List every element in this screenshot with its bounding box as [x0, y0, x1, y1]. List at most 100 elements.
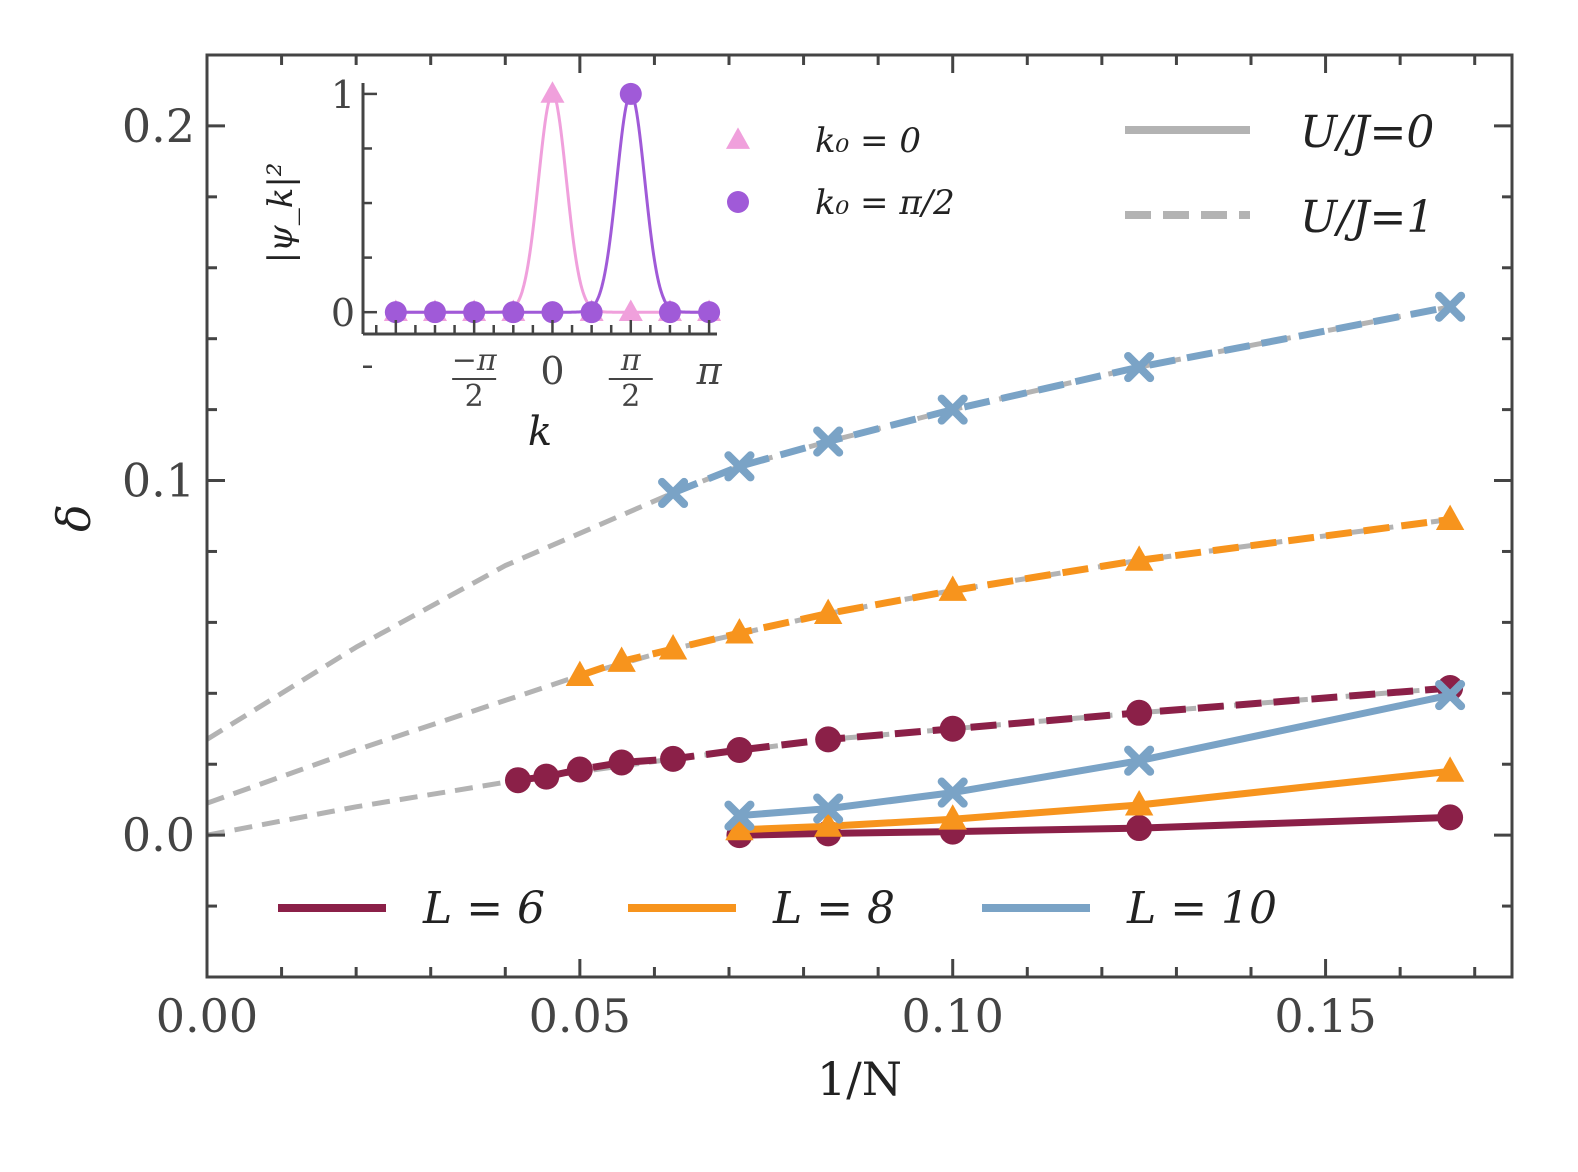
series-line — [578, 516, 1451, 679]
inset-point — [619, 82, 642, 105]
x-tick-label: 0.10 — [902, 989, 1004, 1043]
legend-entry-L: L = 10 — [982, 883, 1277, 934]
inset-point — [463, 301, 486, 324]
data-point — [658, 634, 688, 660]
series-L10-U0 — [724, 680, 1466, 831]
data-point — [1435, 291, 1466, 322]
data-point — [565, 660, 595, 687]
legend-entry-L: L = 8 — [628, 883, 895, 934]
main-axes: 0.00 0.05 0.10 0.15 0.0 0.1 0.2 1/N δ — [47, 53, 1514, 1106]
legend-entry-U: U/J=0 — [1125, 107, 1434, 158]
inset-legend-label: k₀ = 0 — [815, 121, 921, 161]
legend-label: U/J=0 — [1300, 107, 1434, 158]
legend-label: L = 8 — [772, 883, 895, 934]
data-point — [1437, 804, 1464, 831]
data-point — [1124, 790, 1154, 816]
y-tick-label: 0.2 — [122, 99, 195, 153]
inset-point — [384, 301, 407, 324]
inset-x-tick-label: π — [696, 349, 723, 393]
fit-line-1 — [206, 517, 1451, 806]
series-L10-U1 — [658, 291, 1466, 508]
data-point — [660, 745, 687, 772]
inset-point — [618, 299, 643, 322]
inset-x-tick-den: 2 — [465, 379, 484, 414]
inset-x-title: k — [528, 409, 552, 455]
data-point — [1435, 680, 1466, 711]
inset-y-title: |ψ_k|² — [261, 163, 301, 264]
series-L8-U1 — [565, 504, 1465, 687]
inset-x-tick-label: 0 — [540, 349, 564, 393]
main-plot-area — [205, 291, 1466, 849]
inset-point — [541, 301, 564, 324]
data-point — [938, 575, 967, 601]
data-point — [724, 800, 755, 831]
x-tick-label: 0.15 — [1274, 989, 1376, 1043]
data-point — [726, 737, 753, 764]
data-point — [608, 749, 635, 776]
y-axis-title: δ — [47, 504, 101, 532]
inset-curve-1 — [395, 92, 709, 314]
inset-curve-0 — [395, 92, 709, 314]
series-L8-U0 — [725, 756, 1465, 841]
data-point — [725, 618, 754, 644]
data-point — [566, 756, 593, 783]
inset-y-tick-label: 0 — [331, 291, 355, 335]
data-point — [1435, 756, 1465, 782]
inset-point — [658, 301, 681, 324]
inset-point — [540, 81, 565, 103]
data-point — [937, 777, 968, 808]
legend-entry-U: U/J=1 — [1125, 192, 1434, 243]
data-point — [658, 477, 689, 508]
inset-y-tick-label: 1 — [331, 73, 355, 117]
x-tick-label: 0.05 — [529, 989, 631, 1043]
data-point — [504, 767, 531, 794]
series-line — [671, 303, 1451, 497]
inset-legend-marker — [727, 191, 749, 213]
inset-legend-entry: k₀ = π/2 — [727, 183, 955, 223]
data-point — [813, 598, 843, 624]
y-tick-label: 0.1 — [122, 454, 195, 508]
inset-legend-label: k₀ = π/2 — [815, 183, 955, 223]
data-point — [1124, 352, 1155, 383]
legend-label: L = 10 — [1126, 883, 1277, 934]
data-point — [724, 451, 755, 482]
data-point — [1124, 545, 1154, 571]
inset-legend-marker — [725, 127, 751, 149]
data-point — [813, 793, 844, 824]
data-point — [1124, 745, 1155, 776]
data-point — [1126, 815, 1153, 842]
inset-x-tick-num: π — [620, 343, 642, 378]
fit-line-0 — [205, 304, 1451, 742]
inset-point — [698, 301, 721, 324]
series-L6-U1 — [504, 674, 1464, 794]
data-point — [1126, 699, 1153, 726]
series-line — [517, 684, 1451, 784]
data-point — [607, 646, 636, 672]
inset-legend-entry: k₀ = 0 — [725, 121, 921, 161]
inset-x-tick-num: −π — [452, 343, 498, 378]
data-point — [1435, 504, 1465, 531]
data-point — [725, 814, 754, 841]
y-tick-label: 0.0 — [122, 808, 195, 862]
data-point — [938, 804, 967, 830]
inset-point — [502, 301, 525, 324]
data-point — [937, 394, 968, 425]
data-point — [813, 811, 843, 837]
legend-entry-L: L = 6 — [278, 883, 545, 934]
inset-x-tick-den: 2 — [621, 379, 640, 414]
x-tick-label: 0.00 — [156, 989, 258, 1043]
legend-label: U/J=1 — [1300, 192, 1434, 243]
inset-point — [580, 301, 603, 324]
x-axis-title: 1/N — [817, 1052, 902, 1106]
inset-point — [423, 301, 446, 324]
plot-frame — [205, 53, 1514, 979]
data-point — [815, 726, 842, 753]
data-point — [813, 426, 844, 457]
inset-series-1 — [384, 82, 721, 324]
legend-label: L = 6 — [422, 883, 545, 934]
data-point — [533, 763, 560, 790]
legends: L = 6 L = 8 L = 10 U/J=0 U/J=1 — [278, 107, 1434, 934]
data-point — [939, 715, 966, 742]
